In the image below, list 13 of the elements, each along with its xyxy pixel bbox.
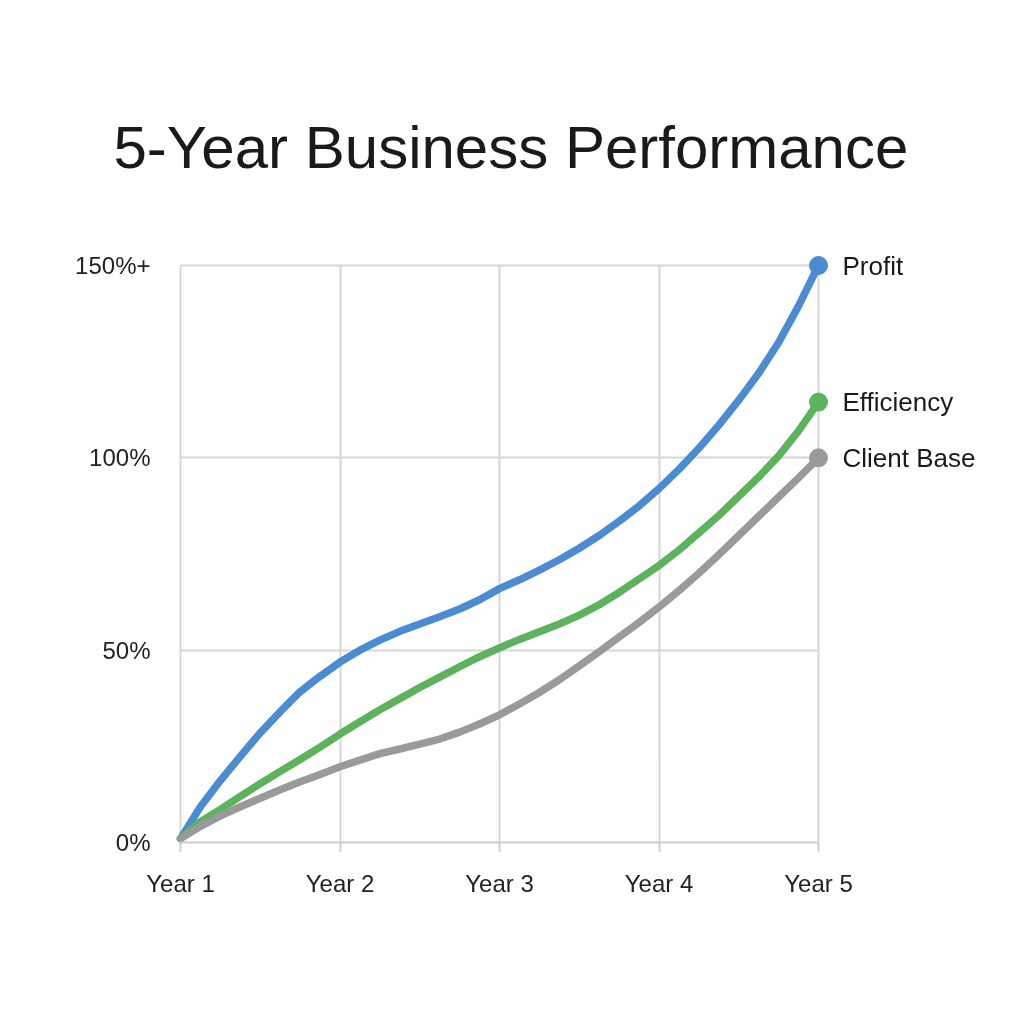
y-tick-label: 0% bbox=[115, 829, 151, 856]
series-label: Efficiency bbox=[842, 387, 954, 418]
series-label: Profit bbox=[842, 250, 904, 281]
chart-title: 5-Year Business Performance bbox=[113, 113, 909, 181]
x-tick-label: Year 3 bbox=[465, 869, 534, 897]
y-tick-label: 100% bbox=[89, 444, 151, 472]
x-tick-label: Year 1 bbox=[146, 869, 215, 897]
series-label: Client Base bbox=[842, 442, 976, 473]
x-tick-label: Year 5 bbox=[784, 869, 853, 897]
x-tick-label: Year 2 bbox=[305, 869, 375, 897]
x-tick-label: Year 4 bbox=[624, 869, 694, 897]
y-tick-label: 50% bbox=[102, 636, 151, 664]
y-tick-label: 150%+ bbox=[75, 252, 151, 279]
